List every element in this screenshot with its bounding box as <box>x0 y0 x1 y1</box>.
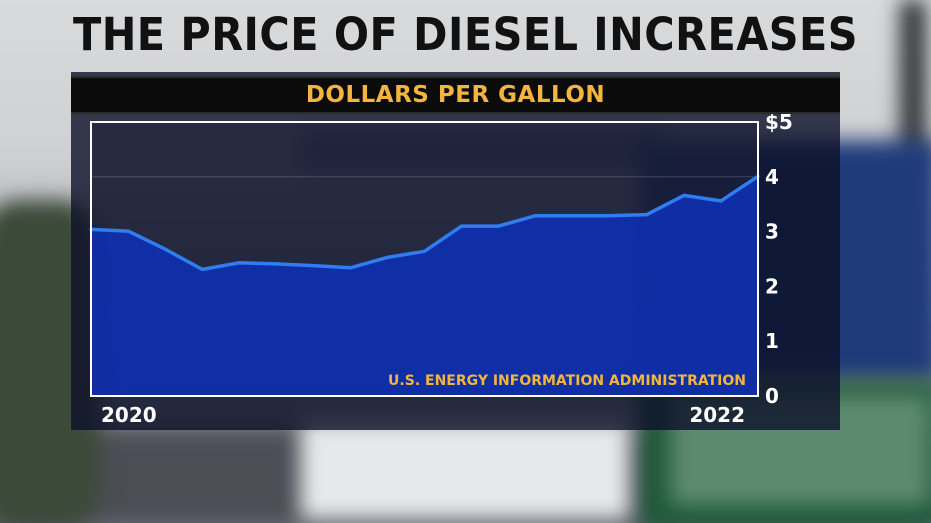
data-point-17 <box>719 199 723 203</box>
x-tick-label: 2020 <box>101 403 157 427</box>
data-point-13 <box>571 214 575 218</box>
data-point-8 <box>385 255 389 259</box>
data-point-9 <box>422 249 427 253</box>
data-point-16 <box>682 193 686 197</box>
source-annotation: U.S. ENERGY INFORMATION ADMINISTRATION <box>388 373 746 389</box>
data-point-4 <box>237 261 241 265</box>
data-point-1 <box>126 229 130 233</box>
x-tick-label: 2022 <box>689 403 745 427</box>
data-point-12 <box>534 214 538 218</box>
chart-title-bar: DOLLARS PER GALLON <box>71 76 840 114</box>
y-tick-label: 1 <box>765 329 779 353</box>
data-point-2 <box>163 247 167 251</box>
plot-frame <box>90 121 759 397</box>
chart-panel: $5 4 3 2 1 0 2020 2022 U.S. ENERGY INFORMATION A… <box>71 72 840 430</box>
data-point-11 <box>497 224 501 228</box>
series-area <box>91 176 758 396</box>
data-point-3 <box>200 267 204 271</box>
data-point-6 <box>311 264 315 268</box>
y-tick-label: 0 <box>765 384 779 408</box>
y-tick-label: 3 <box>765 220 779 244</box>
bg-pole <box>900 0 926 160</box>
data-point-5 <box>274 262 278 266</box>
data-point-10 <box>460 224 464 228</box>
data-point-7 <box>348 266 352 270</box>
chart-title: DOLLARS PER GALLON <box>305 82 606 108</box>
headline: THE PRICE OF DIESEL INCREASES <box>72 8 858 61</box>
diesel-price-chart: $5 4 3 2 1 0 2020 2022 U.S. ENERGY INFORMATION A… <box>89 110 793 427</box>
data-point-15 <box>645 213 649 217</box>
y-tick-label: $5 <box>765 110 793 134</box>
y-tick-label: 2 <box>765 274 779 298</box>
y-tick-label: 4 <box>765 165 779 189</box>
bg-truck <box>300 420 630 520</box>
data-point-14 <box>608 214 612 218</box>
